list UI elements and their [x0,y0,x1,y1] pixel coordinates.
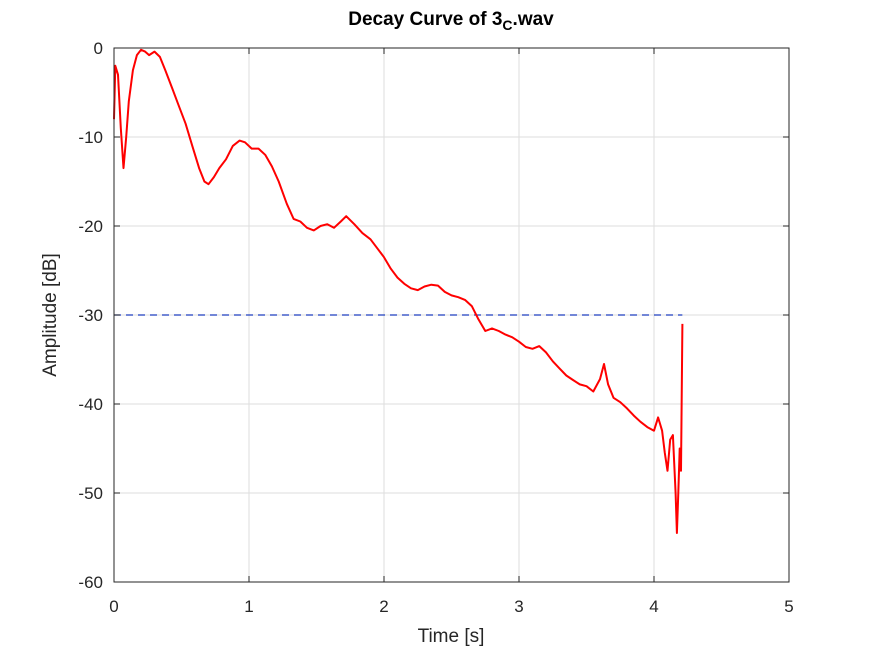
chart-title-suffix: .wav [513,9,555,30]
chart-title-main: Decay Curve of 3 [348,9,502,30]
y-tick-label: -30 [78,306,103,325]
y-tick-labels: 0 -10 -20 -30 -40 -50 -60 [78,39,103,592]
chart-title: Decay Curve of 3C.wav [348,9,554,33]
x-axis-label: Time [s] [418,626,485,647]
y-tick-label: -20 [78,217,103,236]
x-tick-label: 5 [784,597,793,616]
y-tick-label: -40 [78,395,103,414]
y-tick-label: 0 [94,39,103,58]
plot-area [113,48,684,534]
y-axis-label: Amplitude [dB] [40,253,61,377]
chart-title-subscript: C [502,17,512,33]
y-tick-label: -10 [78,128,103,147]
x-tick-label: 4 [649,597,658,616]
tick-marks [113,47,790,583]
x-tick-label: 2 [379,597,388,616]
x-tick-label: 1 [244,597,253,616]
x-tick-label: 0 [109,597,118,616]
y-tick-label: -60 [78,573,103,592]
x-tick-label: 3 [514,597,523,616]
x-tick-labels: 0 1 2 3 4 5 [109,597,793,616]
decay-curve-line [113,48,684,534]
y-tick-label: -50 [78,484,103,503]
